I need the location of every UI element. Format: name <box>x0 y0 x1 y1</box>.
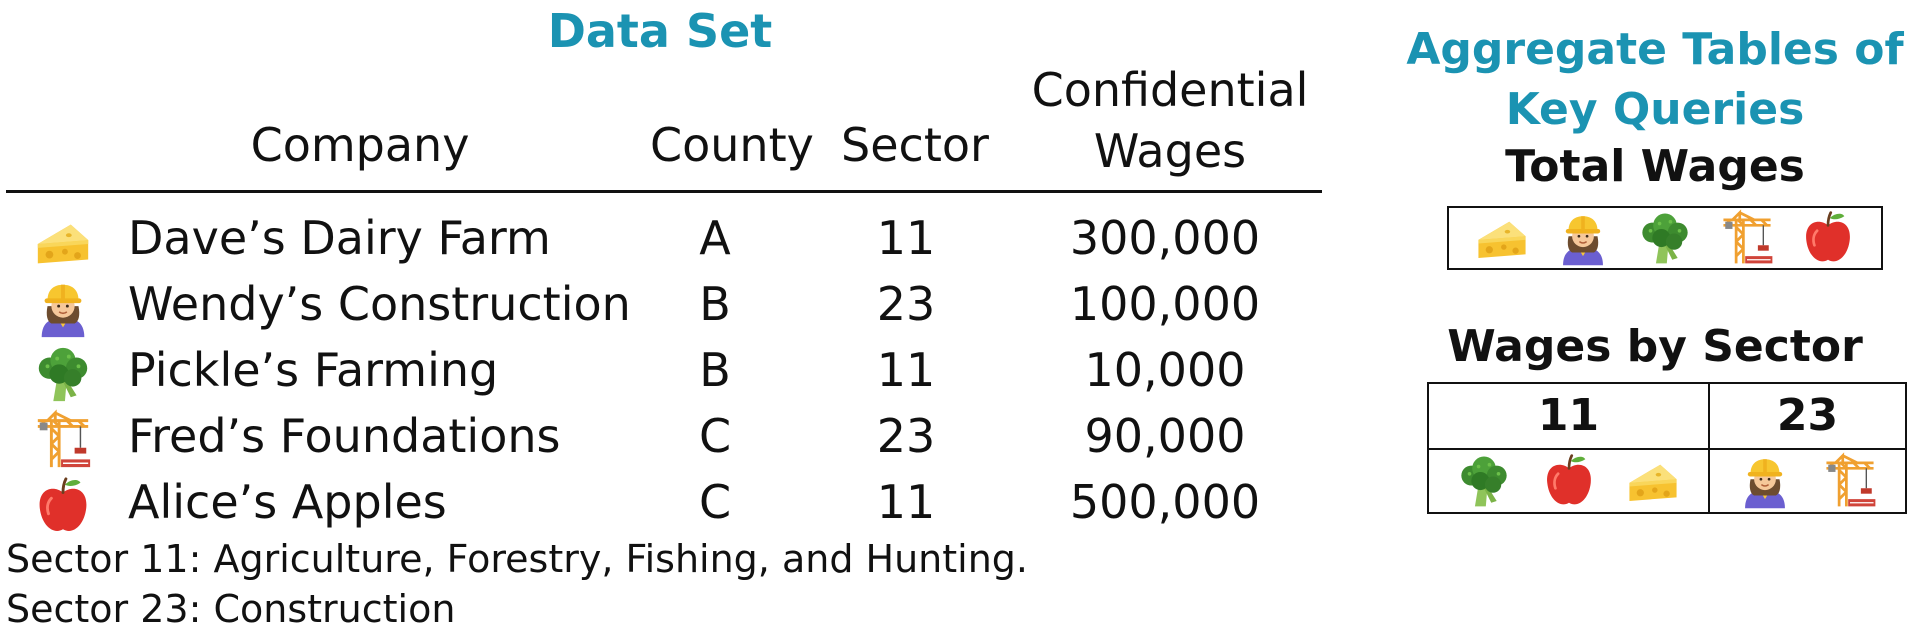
county-cell: A <box>699 211 731 265</box>
cheese-icon <box>1473 209 1531 267</box>
wages-cell: 300,000 <box>1069 211 1261 265</box>
apple-icon <box>1540 452 1598 510</box>
sector-11-companies <box>1429 450 1708 512</box>
cheese-icon <box>32 211 94 273</box>
apple-icon <box>1799 209 1857 267</box>
header-wages-line2: Wages <box>1093 123 1247 178</box>
sector-note-11: Sector 11: Agriculture, Forestry, Fishin… <box>6 537 1029 581</box>
header-company: Company <box>250 118 470 172</box>
construction-worker-icon <box>1736 452 1794 510</box>
cheese-icon <box>1624 452 1682 510</box>
broccoli-icon <box>32 343 94 405</box>
header-wages-line1: Confidential <box>1031 63 1309 117</box>
data-table-body: Dave’s Dairy Farm A 11 300,000 Wendy’s C… <box>0 205 1330 535</box>
sector-cell: 23 <box>876 277 936 331</box>
header-confidential-wages: Confidential Wages <box>1030 60 1310 181</box>
sector-cell: 11 <box>876 475 936 529</box>
data-set-title: Data Set <box>547 4 773 58</box>
company-cell: Fred’s Foundations <box>128 409 561 463</box>
sector-23-companies <box>1710 450 1905 512</box>
wages-cell: 500,000 <box>1069 475 1261 529</box>
table-row: Fred’s Foundations C 23 90,000 <box>0 403 1330 469</box>
county-cell: C <box>698 409 732 463</box>
table-row: Pickle’s Farming B 11 10,000 <box>0 337 1330 403</box>
sector-notes: Sector 11: Agriculture, Forestry, Fishin… <box>6 534 1028 634</box>
header-divider <box>6 190 1322 193</box>
sector-cell: 23 <box>876 409 936 463</box>
header-county: County <box>650 118 814 172</box>
sector-note-23: Sector 23: Construction <box>6 587 456 631</box>
sector-23-header: 23 <box>1776 390 1839 441</box>
county-cell: C <box>698 475 732 529</box>
company-cell: Pickle’s Farming <box>128 343 499 397</box>
sector-cell: 11 <box>876 211 936 265</box>
aggregate-tables-title: Aggregate Tables of Key Queries <box>1400 20 1910 140</box>
header-sector: Sector <box>841 118 989 172</box>
construction-worker-icon <box>32 277 94 339</box>
construction-worker-icon <box>1554 209 1612 267</box>
sector-11-header: 11 <box>1537 390 1600 441</box>
table-row: Dave’s Dairy Farm A 11 300,000 <box>0 205 1330 271</box>
wages-cell: 90,000 <box>1084 409 1246 463</box>
crane-icon <box>1821 452 1879 510</box>
row-divider <box>1429 448 1905 450</box>
crane-icon <box>32 408 94 471</box>
table-row: Wendy’s Construction B 23 100,000 <box>0 271 1330 337</box>
total-wages-box <box>1447 206 1883 270</box>
company-cell: Alice’s Apples <box>128 475 447 529</box>
table-row: Alice’s Apples C 11 500,000 <box>0 469 1330 535</box>
broccoli-icon <box>1636 209 1694 267</box>
wages-by-sector-title: Wages by Sector <box>1447 321 1863 372</box>
wages-by-sector-table: 11 23 <box>1427 382 1907 514</box>
county-cell: B <box>699 343 731 397</box>
wages-cell: 10,000 <box>1084 343 1246 397</box>
aggregate-title-line1: Aggregate Tables of <box>1406 24 1904 75</box>
company-cell: Dave’s Dairy Farm <box>128 211 551 265</box>
sector-cell: 11 <box>876 343 936 397</box>
county-cell: B <box>699 277 731 331</box>
crane-icon <box>1718 209 1776 267</box>
company-cell: Wendy’s Construction <box>128 277 631 331</box>
total-wages-title: Total Wages <box>1505 141 1805 192</box>
broccoli-icon <box>1455 452 1513 510</box>
apple-icon <box>32 475 94 537</box>
wages-cell: 100,000 <box>1069 277 1261 331</box>
aggregate-title-line2: Key Queries <box>1505 84 1805 135</box>
